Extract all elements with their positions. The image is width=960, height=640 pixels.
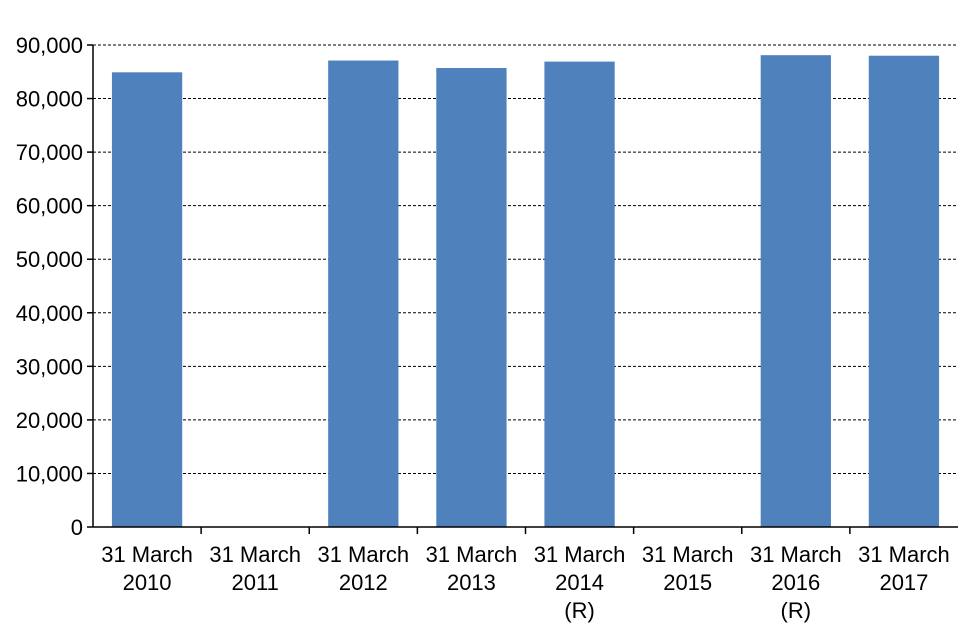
x-tick-label: 31 March 2013 <box>426 542 518 595</box>
x-tick-label: 31 March 2011 <box>209 542 301 595</box>
x-tick-label: 31 March 2015 <box>642 542 734 595</box>
bar <box>868 55 940 527</box>
y-tick-label: 30,000 <box>16 354 83 379</box>
x-tick-label: 31 March 2012 <box>317 542 409 595</box>
y-tick-label: 60,000 <box>16 194 83 219</box>
x-tick-labels: 31 March 2010 31 March 2011 31 March 2012 31 M… <box>101 527 950 623</box>
x-tick-label: 31 March 2014 (R) <box>534 542 626 623</box>
y-tick-labels: 0 10,000 20,000 30,000 40,000 50,000 60,000 70,… <box>16 33 93 540</box>
x-tick-label: 31 March 2010 <box>101 542 193 595</box>
bars <box>111 55 940 528</box>
bar <box>760 55 831 527</box>
y-tick-label: 10,000 <box>16 461 83 486</box>
x-tick-label: 31 March 2016 (R) <box>750 542 842 623</box>
y-tick-label: 40,000 <box>16 301 83 326</box>
bar <box>544 61 615 527</box>
y-tick-label: 20,000 <box>16 408 83 433</box>
x-tick-label: 31 March 2017 <box>858 542 950 595</box>
y-tick-label: 70,000 <box>16 140 83 165</box>
bar <box>111 72 183 528</box>
bar <box>328 60 399 527</box>
y-tick-label: 90,000 <box>16 33 83 58</box>
y-tick-label: 50,000 <box>16 247 83 272</box>
y-tick-label: 80,000 <box>16 87 83 112</box>
bar <box>436 68 507 527</box>
y-tick-label: 0 <box>71 515 83 540</box>
